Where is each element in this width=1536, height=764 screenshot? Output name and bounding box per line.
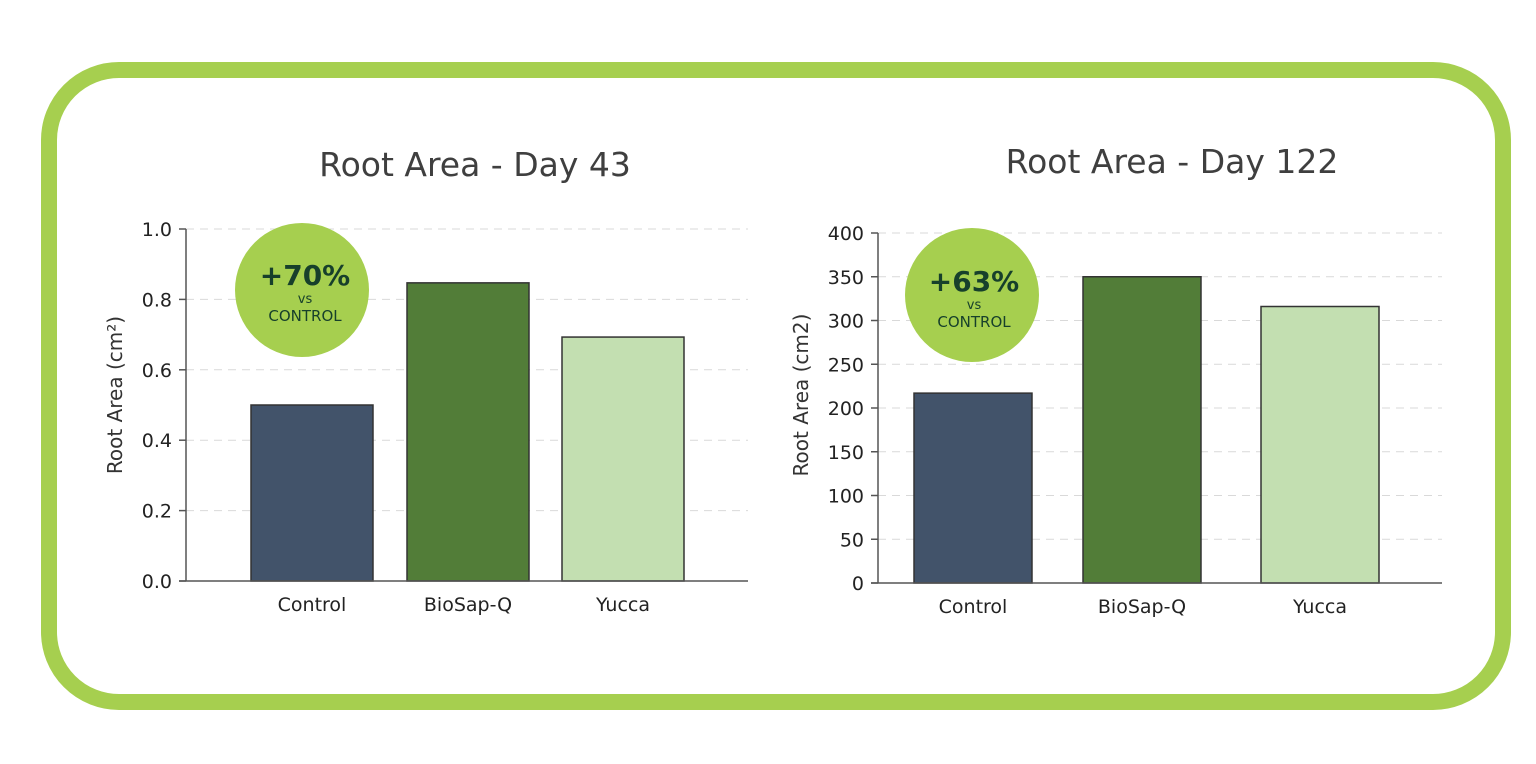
y-tick-label: 100	[828, 486, 864, 508]
chart-title: Root Area - Day 122	[1006, 142, 1339, 181]
x-tick-label: Yucca	[595, 594, 650, 616]
badge-percent: +70%	[260, 259, 350, 292]
axes	[871, 232, 1442, 584]
bar-biosap-q	[1082, 276, 1202, 584]
chart-day-122: Root Area - Day 122 Root Area (cm2) 0 50 1…	[789, 142, 1442, 618]
y-tick-label: 0.6	[142, 360, 172, 382]
y-tick-label: 1.0	[142, 219, 172, 241]
axes	[179, 228, 748, 582]
y-tick-label: 0.0	[142, 571, 172, 593]
x-tick-label: Yucca	[1292, 596, 1347, 618]
bars	[250, 282, 685, 582]
y-tick-label: 0.8	[142, 289, 172, 311]
x-tick-label: BioSap-Q	[1098, 596, 1186, 618]
y-tick-label: 300	[828, 311, 864, 333]
y-tick-label: 350	[828, 267, 864, 289]
y-tick-labels: 0.0 0.2 0.4 0.6 0.8 1.0	[142, 219, 172, 593]
y-axis-label: Root Area (cm²)	[103, 316, 127, 474]
bar-control	[913, 392, 1033, 584]
bar-yucca	[1260, 305, 1380, 584]
y-tick-label: 0.4	[142, 430, 172, 452]
chart-day-43: Root Area - Day 43 Root Area (cm²) 0.00.…	[103, 145, 748, 616]
y-tick-label: 400	[828, 223, 864, 245]
x-tick-label: Control	[278, 594, 347, 616]
x-tick-label: BioSap-Q	[424, 594, 512, 616]
bar-yucca	[561, 336, 685, 582]
y-tick-label: 250	[828, 354, 864, 376]
bars	[913, 276, 1380, 584]
improvement-badge: +63% vs CONTROL	[905, 228, 1039, 362]
badge-vs: vs	[298, 292, 313, 307]
y-axis-label: Root Area (cm2)	[789, 314, 813, 477]
bar-control	[250, 404, 374, 582]
badge-control: CONTROL	[268, 307, 342, 325]
y-tick-labels: 0 50 100 150 200 250 300 350 400	[828, 223, 864, 595]
y-tick-label: 0	[852, 573, 864, 595]
badge-percent: +63%	[929, 265, 1019, 298]
y-tick-label: 50	[840, 529, 864, 551]
badge-control: CONTROL	[937, 313, 1011, 331]
badge-circle	[905, 228, 1039, 362]
bar-biosap-q	[406, 282, 530, 582]
badge-circle	[235, 223, 369, 357]
y-tick-label: 150	[828, 442, 864, 464]
x-tick-label: Control	[939, 596, 1008, 618]
category-labels: Control BioSap-Q Yucca	[278, 594, 650, 616]
y-tick-label: 200	[828, 398, 864, 420]
category-labels: Control BioSap-Q Yucca	[939, 596, 1347, 618]
badge-vs: vs	[967, 298, 982, 313]
y-tick-label: 0.2	[142, 501, 172, 523]
chart-title: Root Area - Day 43	[319, 145, 631, 184]
improvement-badge: +70% vs CONTROL	[235, 223, 369, 357]
